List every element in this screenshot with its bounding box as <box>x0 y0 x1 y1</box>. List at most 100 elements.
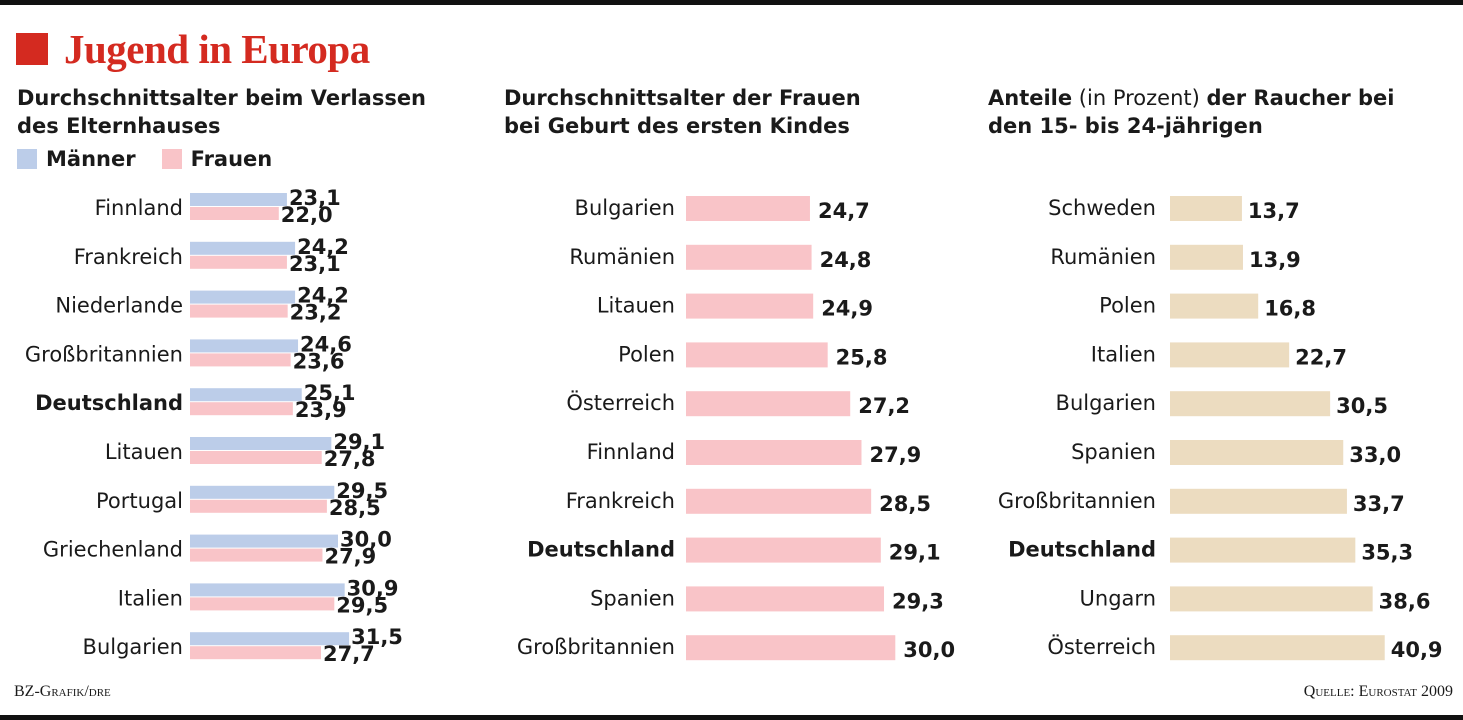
chart1-bar-frauen <box>190 499 327 513</box>
chart1-value-label: 29,5 <box>336 479 388 503</box>
chart2-bar <box>686 635 896 661</box>
chart2-value-label: 29,1 <box>889 541 941 565</box>
source-text: Quelle: Eurostat 2009 <box>1303 683 1453 700</box>
chart1-bar-maenner <box>190 583 345 597</box>
chart1-bar-frauen <box>190 597 335 611</box>
chart1-value-label: 27,9 <box>324 545 376 569</box>
chart1-bar-frauen <box>190 353 291 367</box>
chart1-value-label: 30,9 <box>347 576 399 600</box>
chart1-value-label: 23,6 <box>293 349 345 373</box>
chart2-title: Durchschnittsalter der Frauen bei Geburt… <box>504 86 861 138</box>
chart1-value-label: 25,1 <box>304 381 356 405</box>
chart3-category-label: Bulgarien <box>1056 391 1156 415</box>
chart1-value-label: 28,5 <box>329 496 381 520</box>
chart1-bar-frauen <box>190 646 321 660</box>
chart1-bar-frauen <box>190 255 287 269</box>
chart1-category-label: Italien <box>118 586 183 610</box>
chart3-value-label: 22,7 <box>1295 345 1347 369</box>
chart3-category-label: Deutschland <box>1008 538 1156 562</box>
top-rule <box>0 0 1463 5</box>
title-marker-square <box>16 33 48 65</box>
chart2-value-label: 29,3 <box>892 589 944 613</box>
page-title: Jugend in Europa <box>64 26 370 72</box>
chart3-value-label: 13,7 <box>1248 199 1300 223</box>
chart2-category-label: Österreich <box>566 390 675 415</box>
chart1-value-label: 29,5 <box>336 593 388 617</box>
chart2-bar <box>686 488 872 514</box>
chart3-bar <box>1170 293 1259 319</box>
chart3-bar <box>1170 391 1331 417</box>
chart1-value-label: 24,2 <box>297 284 349 308</box>
chart3-bar <box>1170 440 1344 465</box>
chart3-title-part3: der Raucher bei den 15- bis 24-jährigen <box>988 86 1395 138</box>
chart1-value-label: 24,6 <box>300 332 352 356</box>
bottom-rule <box>0 715 1463 720</box>
chart3-category-label: Spanien <box>1071 440 1156 464</box>
chart2-value-label: 27,9 <box>869 443 921 467</box>
chart2-bar <box>686 391 851 417</box>
legend-swatch-maenner <box>17 149 37 169</box>
chart1-title: Durchschnittsalter beim Verlassen des El… <box>17 86 427 138</box>
chart1-bar-frauen <box>190 402 293 416</box>
chart3-bar <box>1170 244 1243 270</box>
chart1-value-label: 23,9 <box>295 398 347 422</box>
chart2-bar <box>686 196 810 221</box>
header: Jugend in Europa <box>16 24 370 74</box>
chart1-value-label: 24,2 <box>297 235 349 259</box>
chart1-value-label: 29,1 <box>333 430 385 454</box>
chart3-value-label: 13,9 <box>1249 248 1301 272</box>
chart3-value-label: 33,7 <box>1353 492 1405 516</box>
chart3-value-label: 38,6 <box>1379 589 1431 613</box>
chart2-value-label: 24,8 <box>820 248 872 272</box>
chart1-bar-maenner <box>190 241 296 255</box>
chart1-bar-maenner <box>190 339 299 353</box>
chart3-title-part1: Anteile <box>988 86 1073 110</box>
chart2-bar <box>686 586 885 612</box>
chart1-bar-maenner <box>190 534 338 548</box>
chart2-value-label: 24,7 <box>818 199 870 223</box>
chart3-category-label: Österreich <box>1047 634 1156 659</box>
chart1-legend: Männer Frauen <box>17 147 298 171</box>
chart1-value-label: 23,1 <box>289 252 341 276</box>
chart1-value-label: 27,8 <box>324 447 376 471</box>
chart1-bar-frauen <box>190 304 288 318</box>
chart1-category-label: Niederlande <box>55 294 183 318</box>
chart3-category-label: Schweden <box>1048 196 1156 220</box>
chart2-value-label: 28,5 <box>879 492 931 516</box>
chart3-category-label: Polen <box>1099 294 1156 318</box>
chart1-bar-maenner <box>190 388 302 402</box>
credit-text: BZ-Grafik/dre <box>14 683 111 700</box>
chart3-bar <box>1170 488 1347 514</box>
chart1-category-label: Griechenland <box>43 538 183 562</box>
chart1-category-label: Frankreich <box>74 245 183 269</box>
chart1-value-label: 31,5 <box>351 625 403 649</box>
chart2-category-label: Großbritannien <box>517 635 675 659</box>
chart1-bar-frauen <box>190 207 279 220</box>
chart2-value-label: 27,2 <box>858 394 910 418</box>
chart1-category-label: Portugal <box>96 489 183 513</box>
chart2-bar <box>686 537 881 563</box>
chart3-value-label: 30,5 <box>1336 394 1388 418</box>
chart1-bar-maenner <box>190 632 350 646</box>
chart2-value-label: 24,9 <box>821 297 873 321</box>
legend-swatch-frauen <box>161 149 182 169</box>
chart1-category-label: Bulgarien <box>83 635 183 659</box>
chart3-title: Anteile (in Prozent) der Raucher bei den… <box>988 84 1395 140</box>
chart3-category-label: Rumänien <box>1050 245 1156 269</box>
chart1-bar-maenner <box>190 193 287 206</box>
chart1-category-label: Litauen <box>105 440 183 464</box>
legend-label-maenner: Männer <box>46 147 136 171</box>
chart1-value-label: 23,2 <box>290 301 342 325</box>
chart2-bar <box>686 342 828 368</box>
chart1-category-label: Finnland <box>95 196 183 220</box>
chart2-category-label: Bulgarien <box>575 196 675 220</box>
chart1-category-label: Deutschland <box>35 391 183 415</box>
chart1-bar-maenner <box>190 290 296 304</box>
chart3-bar <box>1170 537 1356 563</box>
chart3-category-label: Italien <box>1091 342 1156 366</box>
chart1-bar-frauen <box>190 451 322 464</box>
chart2-category-label: Spanien <box>590 586 675 610</box>
chart3-value-label: 33,0 <box>1349 443 1401 467</box>
chart1-category-label: Großbritannien <box>25 342 183 366</box>
